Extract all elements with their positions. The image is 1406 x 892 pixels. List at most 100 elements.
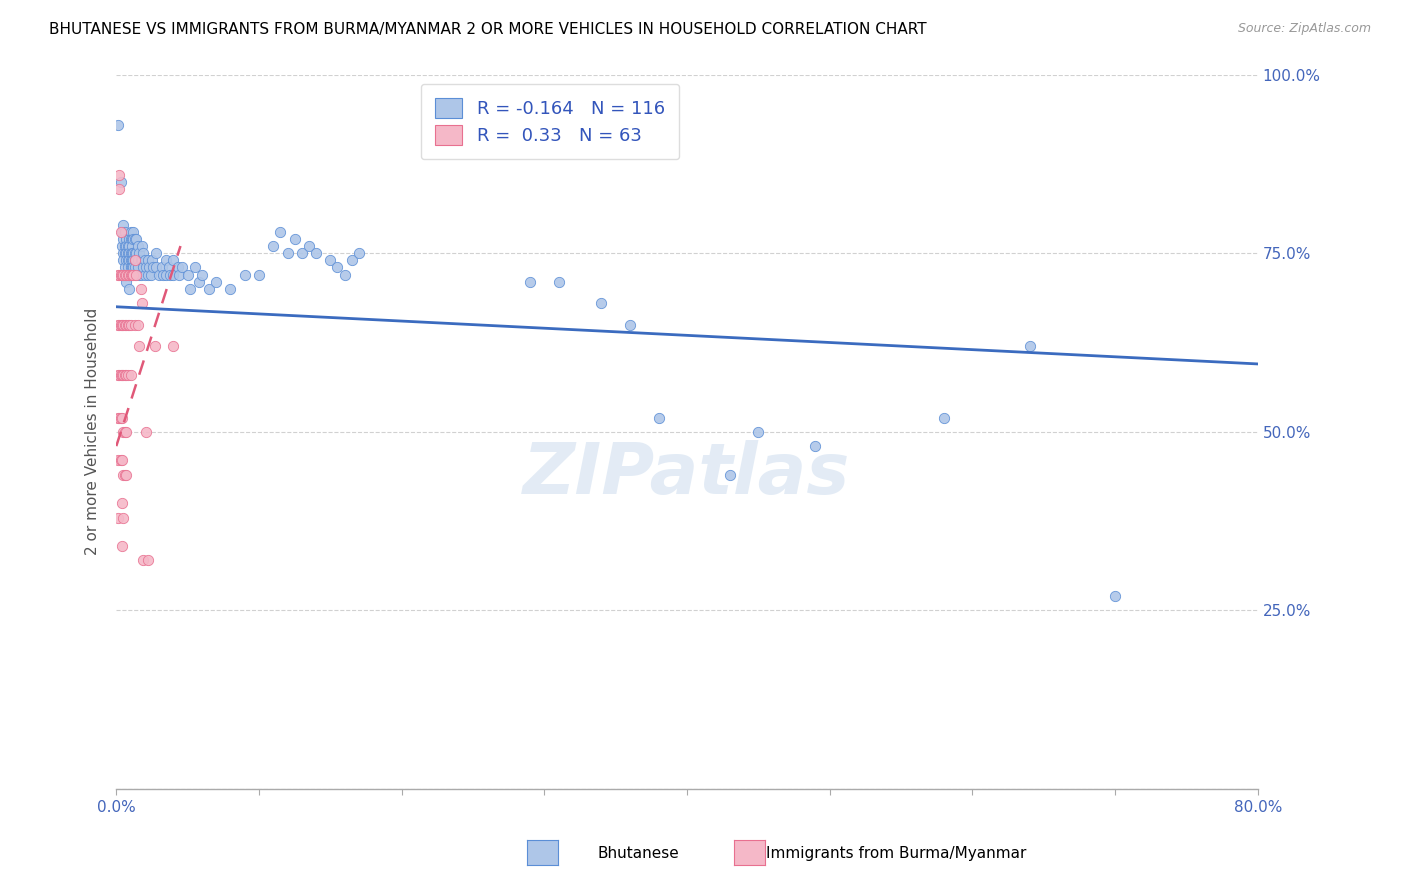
Point bbox=[139, 268, 162, 282]
Point bbox=[127, 253, 149, 268]
Point bbox=[138, 260, 160, 275]
Point bbox=[120, 268, 142, 282]
Point bbox=[122, 246, 145, 260]
Text: BHUTANESE VS IMMIGRANTS FROM BURMA/MYANMAR 2 OR MORE VEHICLES IN HOUSEHOLD CORRE: BHUTANESE VS IMMIGRANTS FROM BURMA/MYANM… bbox=[49, 22, 927, 37]
Point bbox=[125, 246, 148, 260]
Point bbox=[162, 268, 184, 282]
Point bbox=[108, 268, 131, 282]
Point bbox=[112, 318, 135, 332]
Point bbox=[127, 318, 149, 332]
Point bbox=[124, 232, 146, 246]
Point bbox=[110, 175, 132, 189]
Point bbox=[108, 182, 131, 196]
Point bbox=[118, 268, 141, 282]
Point bbox=[115, 425, 138, 439]
Point bbox=[114, 246, 136, 260]
Point bbox=[121, 239, 143, 253]
Point bbox=[167, 268, 190, 282]
Point bbox=[121, 232, 143, 246]
Point bbox=[932, 410, 955, 425]
Point bbox=[718, 467, 741, 482]
Point bbox=[117, 260, 139, 275]
Text: Immigrants from Burma/Myanmar: Immigrants from Burma/Myanmar bbox=[766, 847, 1026, 861]
Point bbox=[125, 232, 148, 246]
Point bbox=[110, 368, 132, 382]
Point bbox=[127, 260, 149, 275]
Point bbox=[121, 246, 143, 260]
Point bbox=[111, 268, 134, 282]
Point bbox=[143, 339, 166, 353]
Point bbox=[747, 425, 769, 439]
Point bbox=[155, 268, 177, 282]
Point bbox=[122, 232, 145, 246]
Point bbox=[115, 268, 138, 282]
Point bbox=[136, 268, 159, 282]
Point bbox=[117, 368, 139, 382]
Point bbox=[108, 168, 131, 182]
Point bbox=[111, 225, 134, 239]
Text: ZIPatlas: ZIPatlas bbox=[523, 441, 851, 509]
Point bbox=[112, 368, 135, 382]
Point bbox=[118, 253, 141, 268]
Point bbox=[107, 510, 129, 524]
Point bbox=[131, 296, 153, 310]
Point bbox=[150, 260, 173, 275]
Point bbox=[124, 253, 146, 268]
Point bbox=[291, 246, 314, 260]
Point bbox=[162, 339, 184, 353]
Point bbox=[114, 225, 136, 239]
Point bbox=[184, 260, 207, 275]
Point bbox=[157, 260, 180, 275]
Point bbox=[111, 318, 134, 332]
Point bbox=[115, 253, 138, 268]
Point bbox=[121, 253, 143, 268]
Point bbox=[124, 246, 146, 260]
Point bbox=[159, 268, 181, 282]
Point bbox=[112, 246, 135, 260]
Point bbox=[1104, 589, 1126, 603]
Point bbox=[112, 218, 135, 232]
Point bbox=[111, 410, 134, 425]
Point bbox=[117, 318, 139, 332]
Point bbox=[319, 253, 342, 268]
Point bbox=[114, 467, 136, 482]
Point bbox=[120, 260, 142, 275]
Point bbox=[347, 246, 370, 260]
Point bbox=[111, 496, 134, 510]
Point bbox=[198, 282, 221, 296]
Point bbox=[132, 246, 155, 260]
Point bbox=[120, 246, 142, 260]
Point bbox=[115, 467, 138, 482]
Point bbox=[804, 439, 827, 453]
Point bbox=[118, 232, 141, 246]
Point bbox=[205, 275, 228, 289]
Point bbox=[132, 553, 155, 567]
Point bbox=[121, 260, 143, 275]
Point bbox=[170, 260, 193, 275]
Point bbox=[124, 260, 146, 275]
Point bbox=[115, 232, 138, 246]
Point bbox=[120, 225, 142, 239]
Point bbox=[176, 268, 198, 282]
Point bbox=[333, 268, 356, 282]
Point bbox=[110, 268, 132, 282]
Point bbox=[122, 268, 145, 282]
Point bbox=[117, 239, 139, 253]
Point bbox=[117, 253, 139, 268]
Point bbox=[619, 318, 641, 332]
Point bbox=[118, 246, 141, 260]
Point bbox=[108, 368, 131, 382]
Point bbox=[141, 253, 163, 268]
Point bbox=[118, 239, 141, 253]
Point bbox=[121, 268, 143, 282]
Point bbox=[117, 246, 139, 260]
Point bbox=[120, 368, 142, 382]
Point bbox=[162, 253, 184, 268]
Point bbox=[120, 232, 142, 246]
Point bbox=[112, 253, 135, 268]
Point bbox=[115, 268, 138, 282]
Point bbox=[276, 246, 298, 260]
Point bbox=[107, 410, 129, 425]
Point bbox=[114, 260, 136, 275]
Point bbox=[114, 425, 136, 439]
